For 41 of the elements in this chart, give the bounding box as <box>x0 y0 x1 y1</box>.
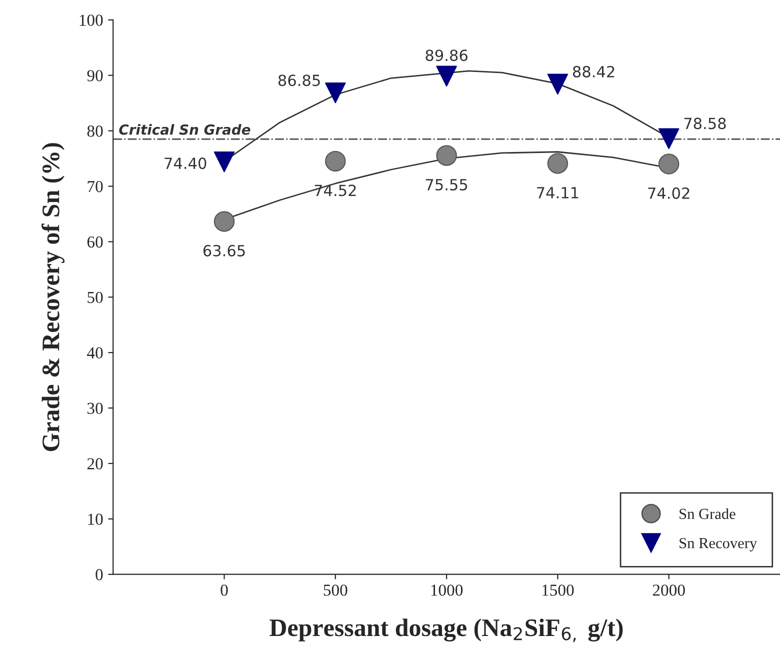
legend-label: Sn Recovery <box>680 538 758 552</box>
y-tick-label: 100 <box>80 14 103 26</box>
x-tick-label: 1000 <box>431 584 463 596</box>
y-tick-label: 40 <box>87 347 103 359</box>
y-tick-label: 70 <box>88 180 103 192</box>
point <box>658 154 680 174</box>
data-label: 88.42 <box>572 66 614 78</box>
x-tick-label: 500 <box>324 584 348 596</box>
data-label: 63.65 <box>203 244 245 256</box>
y-tick-label: 20 <box>87 458 103 470</box>
y-tick-label: 30 <box>88 402 103 414</box>
data-label: 74.11 <box>537 187 578 198</box>
data-label: 86.85 <box>278 74 320 86</box>
y-tick-label: 90 <box>87 70 103 82</box>
x-axis-title: Depressant dosage (Na$_{2}$SiF$_{6,}$ g/t) <box>270 618 623 642</box>
point <box>658 128 680 150</box>
point <box>325 150 346 172</box>
point <box>214 151 235 172</box>
x-tick-label: 2000 <box>652 584 685 596</box>
point <box>214 211 235 232</box>
data-label: 78.58 <box>684 118 726 130</box>
point <box>436 66 457 87</box>
y-tick-label: 10 <box>88 514 103 525</box>
x-tick-label: 1500 <box>542 584 574 596</box>
data-label: 89.86 <box>426 50 468 62</box>
y-tick-label: 50 <box>88 292 103 304</box>
y-axis-title: Grade & Recovery of Sn (%) <box>41 143 64 452</box>
x-tick-label: 0 <box>220 584 228 596</box>
point <box>547 74 568 94</box>
data-label: 75.55 <box>426 179 468 190</box>
data-label: 74.52 <box>314 184 356 196</box>
y-tick-label: 0 <box>96 569 103 580</box>
y-tick-label: 80 <box>87 126 103 137</box>
legend-label: Sn Grade <box>680 508 736 520</box>
point <box>325 82 346 104</box>
point <box>436 145 457 166</box>
ref-line-label: Critical Sn Grade <box>119 124 250 135</box>
data-label: 74.40 <box>164 158 206 170</box>
point <box>547 153 568 174</box>
y-tick-label: 60 <box>87 236 103 248</box>
data-label: 74.02 <box>648 187 690 199</box>
